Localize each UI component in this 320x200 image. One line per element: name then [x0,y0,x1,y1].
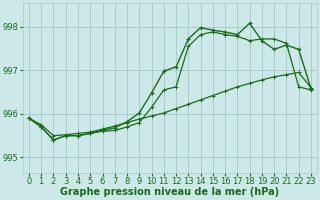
X-axis label: Graphe pression niveau de la mer (hPa): Graphe pression niveau de la mer (hPa) [60,187,279,197]
